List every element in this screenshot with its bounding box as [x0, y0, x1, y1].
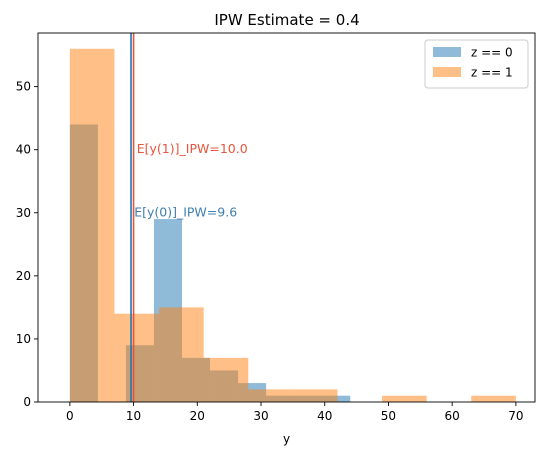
annotations: E[y(1)]_IPW=10.0 E[y(0)]_IPW=9.6 [134, 141, 247, 219]
chart-title: IPW Estimate = 0.4 [214, 11, 359, 29]
bar-series1-bin0 [69, 48, 115, 403]
x-tick-label: 70 [508, 409, 523, 423]
plot-area-frame [37, 32, 536, 403]
x-tick-label: 60 [445, 409, 460, 423]
legend-label-0: z == 0 [471, 46, 513, 60]
legend-label-1: z == 1 [471, 66, 513, 80]
bar-series1-bin9 [471, 395, 516, 402]
bar-series1-bin1 [114, 313, 160, 402]
x-tick-label: 0 [66, 409, 74, 423]
legend: z == 0 z == 1 [424, 39, 529, 89]
y-tick-label: 40 [16, 143, 31, 157]
y-tick-label: 30 [16, 206, 31, 220]
x-tick-label: 10 [126, 409, 141, 423]
annotation-1: E[y(0)]_IPW=9.6 [134, 204, 237, 219]
bar-series1-bin5 [292, 389, 338, 402]
y-tick-label: 10 [16, 332, 31, 346]
x-axis-ticks: 0 10 20 30 40 50 60 70 [66, 402, 524, 423]
y-tick-label: 20 [16, 269, 31, 283]
x-tick-label: 40 [317, 409, 332, 423]
y-tick-label: 0 [23, 395, 31, 409]
bar-series1-bin7 [382, 395, 427, 402]
bar-series1-bin4 [248, 389, 293, 402]
legend-swatch-1 [433, 67, 461, 77]
y-axis-ticks: 0 10 20 30 40 50 [16, 80, 38, 409]
legend-swatch-0 [433, 47, 461, 57]
bar-series1-bin3 [203, 357, 249, 402]
bar-series1-bin2 [159, 307, 204, 402]
y-tick-label: 50 [16, 80, 31, 94]
reference-lines [130, 33, 135, 402]
x-tick-label: 30 [253, 409, 268, 423]
x-tick-label: 20 [190, 409, 205, 423]
x-axis-label: y [283, 432, 290, 446]
annotation-0: E[y(1)]_IPW=10.0 [137, 141, 248, 156]
series-z1-bars [69, 48, 516, 403]
x-tick-label: 50 [381, 409, 396, 423]
